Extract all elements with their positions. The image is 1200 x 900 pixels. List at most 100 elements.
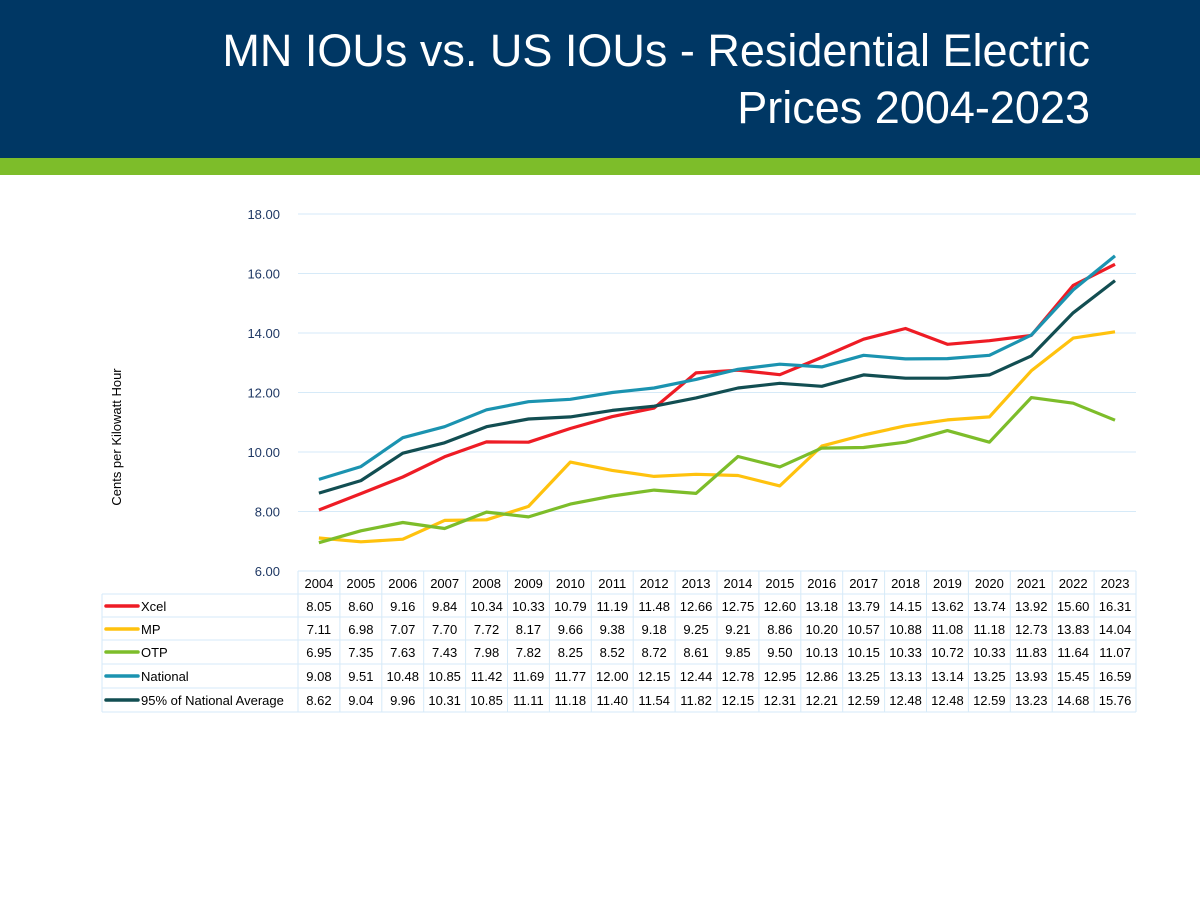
data-table-cell: 8.62	[306, 693, 331, 708]
data-table-cell: 10.72	[931, 645, 964, 660]
slide-title: MN IOUs vs. US IOUs - Residential Electr…	[222, 25, 1090, 133]
data-table-cell: 10.79	[554, 599, 587, 614]
data-table-cell: 9.51	[348, 669, 373, 684]
y-axis-label: Cents per Kilowatt Hour	[109, 368, 124, 506]
data-table-cell: 8.61	[683, 645, 708, 660]
data-table-cell: 9.38	[600, 622, 625, 637]
legend-label: National	[141, 669, 189, 684]
data-table-cell: 13.13	[889, 669, 922, 684]
data-table-cell: 10.13	[805, 645, 838, 660]
data-table-cell: 10.33	[973, 645, 1006, 660]
x-tick-label: 2022	[1059, 576, 1088, 591]
series-line-xcel	[318, 262, 1116, 512]
data-table-cell: 12.48	[889, 693, 922, 708]
data-table-cell: 13.92	[1015, 599, 1048, 614]
y-tick-label: 6.00	[255, 564, 280, 579]
data-table-cell: 6.95	[306, 645, 331, 660]
data-table-cell: 7.43	[432, 645, 457, 660]
x-tick-label: 2019	[933, 576, 962, 591]
x-tick-label: 2016	[807, 576, 836, 591]
data-table-cell: 9.66	[558, 622, 583, 637]
series-line-95-of-national-average	[318, 279, 1116, 495]
data-table-cell: 10.85	[428, 669, 461, 684]
x-tick-label: 2014	[723, 576, 752, 591]
accent-bar	[0, 158, 1200, 175]
x-tick-label: 2007	[430, 576, 459, 591]
title-banner: MN IOUs vs. US IOUs - Residential Electr…	[0, 0, 1200, 158]
data-table-cell: 8.86	[767, 622, 792, 637]
data-table-cell: 11.18	[555, 693, 587, 708]
y-tick-label: 12.00	[247, 386, 280, 401]
series-line-national	[318, 254, 1117, 481]
data-table-cell: 11.40	[596, 693, 628, 708]
data-table-cell: 13.74	[973, 599, 1006, 614]
legend-label: OTP	[141, 645, 168, 660]
data-table-cell: 11.08	[932, 622, 964, 637]
data-table-cell: 7.70	[432, 622, 457, 637]
data-table-cell: 6.98	[348, 622, 373, 637]
data-table-cell: 8.05	[306, 599, 331, 614]
x-tick-label: 2011	[598, 576, 626, 591]
x-tick-label: 2017	[849, 576, 878, 591]
data-table-cell: 12.48	[931, 693, 964, 708]
data-table-cell: 14.68	[1057, 693, 1090, 708]
data-table-cell: 7.98	[474, 645, 499, 660]
data-table-cell: 7.35	[348, 645, 373, 660]
data-table-cell: 11.82	[680, 693, 712, 708]
data-table-cell: 13.93	[1015, 669, 1048, 684]
data-table-cell: 10.88	[889, 622, 922, 637]
data-table-cell: 12.15	[722, 693, 755, 708]
y-tick-label: 14.00	[247, 326, 280, 341]
x-tick-label: 2020	[975, 576, 1004, 591]
data-table-cell: 12.44	[680, 669, 713, 684]
data-table-cell: 7.72	[474, 622, 499, 637]
data-table-cell: 12.86	[805, 669, 838, 684]
x-tick-label: 2005	[346, 576, 375, 591]
data-table-cell: 11.11	[513, 693, 544, 708]
data-table-cell: 12.66	[680, 599, 713, 614]
data-table-cell: 9.25	[683, 622, 708, 637]
data-table-cell: 13.79	[847, 599, 880, 614]
data-table-cell: 12.59	[847, 693, 880, 708]
data-table-cell: 12.21	[805, 693, 838, 708]
x-tick-label: 2010	[556, 576, 585, 591]
data-table-cell: 10.20	[805, 622, 838, 637]
data-table-cell: 8.72	[641, 645, 666, 660]
data-table-cell: 7.11	[307, 622, 331, 637]
data-table-cell: 10.48	[386, 669, 419, 684]
data-table-cell: 9.50	[767, 645, 792, 660]
data-table-cell: 11.64	[1057, 645, 1089, 660]
x-tick-label: 2018	[891, 576, 920, 591]
x-tick-label: 2004	[304, 576, 333, 591]
data-table-cell: 13.62	[931, 599, 964, 614]
data-table-cell: 15.76	[1099, 693, 1132, 708]
data-table-cell: 9.96	[390, 693, 415, 708]
legend-label: Xcel	[141, 599, 166, 614]
data-table-cell: 13.25	[847, 669, 880, 684]
data-table-cell: 11.48	[638, 599, 670, 614]
data-table-cell: 11.54	[638, 693, 670, 708]
legend-label: MP	[141, 622, 161, 637]
x-tick-label: 2013	[682, 576, 711, 591]
data-table-cell: 10.34	[470, 599, 503, 614]
data-table-cell: 7.63	[390, 645, 415, 660]
data-table-cell: 8.52	[600, 645, 625, 660]
data-table-cell: 13.14	[931, 669, 964, 684]
legend-label: 95% of National Average	[141, 693, 284, 708]
data-table-cell: 7.07	[390, 622, 415, 637]
data-table-cell: 10.57	[847, 622, 880, 637]
data-table-cell: 12.73	[1015, 622, 1048, 637]
data-table-cell: 9.85	[725, 645, 750, 660]
x-tick-label: 2023	[1101, 576, 1130, 591]
data-table-cell: 9.84	[432, 599, 457, 614]
data-table-cell: 10.15	[847, 645, 880, 660]
data-table-cell: 9.04	[348, 693, 373, 708]
x-tick-label: 2006	[388, 576, 417, 591]
data-table-cell: 10.33	[889, 645, 922, 660]
data-table-cell: 13.23	[1015, 693, 1048, 708]
data-table-cell: 14.04	[1099, 622, 1132, 637]
data-table-cell: 10.33	[512, 599, 545, 614]
data-table-cell: 13.18	[805, 599, 838, 614]
data-table-cell: 12.78	[722, 669, 755, 684]
data-table-cell: 15.60	[1057, 599, 1090, 614]
